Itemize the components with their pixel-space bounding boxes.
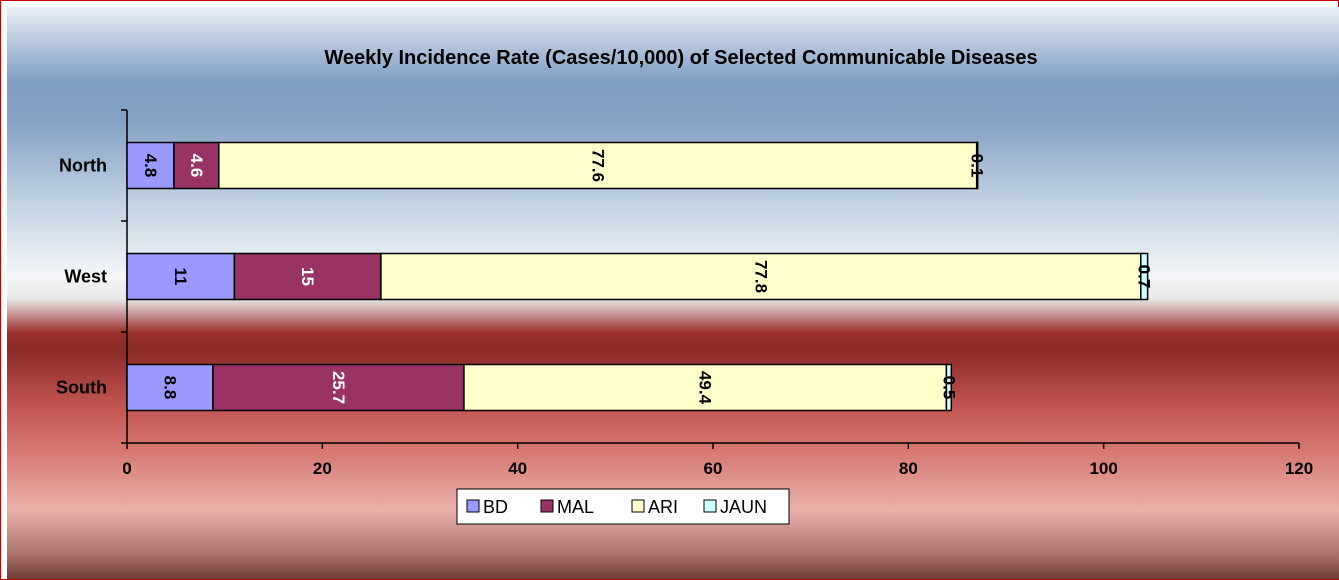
data-label: 8.8 — [160, 376, 179, 400]
data-label: 11 — [171, 268, 190, 286]
x-tick-label: 40 — [508, 459, 527, 478]
plot-layer: 0 20 40 60 80 100 120 South West North 8.8 25.7 49.4… — [56, 109, 1313, 478]
x-tick-label: 0 — [122, 459, 131, 478]
category-label: South — [56, 378, 107, 398]
legend-swatch — [540, 499, 554, 513]
bar-segment — [380, 252, 1142, 301]
bar-segment — [218, 141, 978, 190]
chart-title: Weekly Incidence Rate (Cases/10,000) of … — [324, 47, 1037, 69]
data-label: 15 — [298, 267, 317, 286]
legend-swatch — [631, 499, 645, 513]
legend-label: ARI — [648, 497, 678, 517]
bar-segment — [212, 363, 465, 412]
chart-svg: Weekly Incidence Rate (Cases/10,000) of … — [56, 47, 1313, 525]
x-tick-label: 20 — [313, 459, 332, 478]
data-label: 4.6 — [187, 154, 206, 178]
bar-segment — [945, 363, 953, 412]
data-label: 0.1 — [968, 154, 987, 178]
category-label: West — [64, 267, 107, 287]
chart-area: Weekly Incidence Rate (Cases/10,000) of … — [7, 7, 1339, 579]
legend-swatch — [703, 499, 717, 513]
data-label: 49.4 — [696, 371, 715, 405]
data-label: 25.7 — [329, 371, 348, 404]
bar-segment — [1140, 252, 1149, 301]
x-tick-label: 100 — [1089, 459, 1117, 478]
bar-segment — [463, 363, 948, 412]
legend-label: MAL — [557, 497, 594, 517]
legend-label: JAUN — [720, 497, 767, 517]
category-label: North — [59, 156, 107, 176]
bar-segment — [975, 141, 979, 190]
x-tick-label: 120 — [1285, 459, 1313, 478]
x-tick-label: 80 — [899, 459, 918, 478]
bar-segment — [173, 141, 220, 190]
x-tick-label: 60 — [704, 459, 723, 478]
data-label: 4.8 — [141, 154, 160, 178]
data-label: 77.8 — [751, 260, 770, 293]
data-label: 77.6 — [588, 149, 607, 182]
bar-segment — [233, 252, 382, 301]
legend: BD MAL ARI JAUN — [456, 488, 790, 525]
data-label: 0.7 — [1135, 265, 1154, 289]
bar-segment — [126, 252, 236, 301]
legend-box — [456, 488, 790, 525]
data-label: 0.5 — [939, 376, 958, 400]
legend-swatch — [466, 499, 480, 513]
legend-label: BD — [483, 497, 508, 517]
